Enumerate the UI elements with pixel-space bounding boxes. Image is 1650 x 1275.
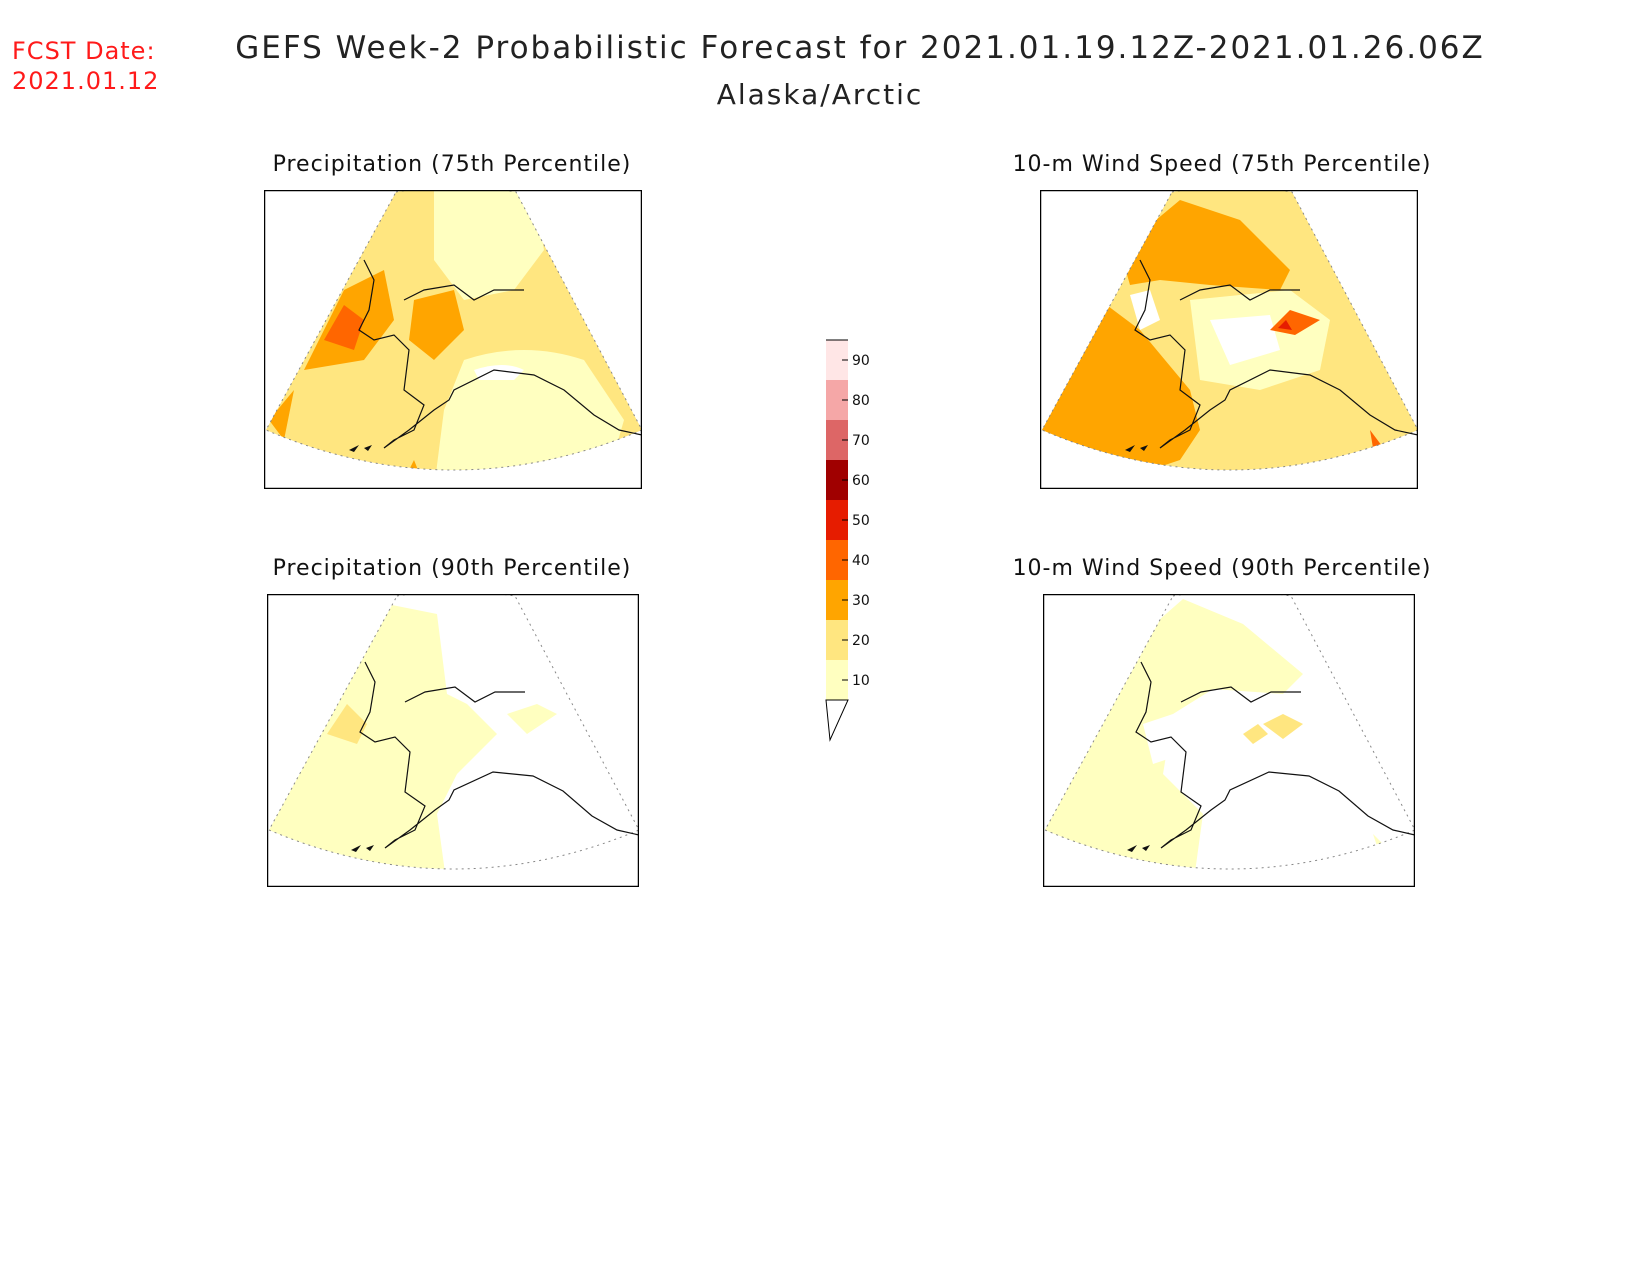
legend-tick-label: 20 <box>852 633 870 649</box>
coastline <box>358 259 642 449</box>
map-precip-75 <box>264 190 642 489</box>
coastline <box>1135 661 1415 849</box>
shade-10-20 <box>1045 599 1303 869</box>
shade-50-60 <box>1278 320 1292 330</box>
legend-swatch <box>826 420 848 460</box>
legend-colorbar: 10 20 30 40 50 60 70 80 90 <box>825 339 870 742</box>
shade-30-40 <box>269 390 294 440</box>
shade-30-40 <box>1120 200 1290 290</box>
panel-title-precip-90: Precipitation (90th Percentile) <box>272 556 632 581</box>
shade-40-50 <box>1270 310 1320 335</box>
legend-swatch <box>826 580 848 620</box>
map-frame <box>1043 594 1415 887</box>
page-title: GEFS Week-2 Probabilistic Forecast for 2… <box>235 30 1485 66</box>
shade-20-30 <box>1263 714 1303 739</box>
shade-below-10 <box>474 365 524 380</box>
map-wind-90 <box>1043 594 1415 887</box>
shade-30-40 <box>409 290 464 360</box>
forecast-date-block: FCST Date: 2021.01.12 <box>12 36 159 96</box>
legend-tick-label: 80 <box>852 393 870 409</box>
map-precip-90 <box>267 594 639 887</box>
shade-10-20 <box>507 704 557 734</box>
shade-10-20 <box>269 604 497 869</box>
shade-below-10 <box>1210 315 1280 365</box>
map-frame <box>267 594 639 887</box>
shade-40-50 <box>324 305 364 350</box>
legend-swatch <box>826 340 848 380</box>
legend-tick-label: 60 <box>852 473 870 489</box>
page-subtitle: Alaska/Arctic <box>716 78 924 111</box>
map-frame <box>264 190 642 489</box>
legend-tick-label: 90 <box>852 353 870 369</box>
legend-tick-label: 10 <box>852 673 870 689</box>
coastline <box>359 661 639 849</box>
shade-20-30 <box>1243 724 1268 744</box>
legend-swatch <box>826 620 848 660</box>
legend-swatch <box>826 380 848 420</box>
legend-swatch <box>826 660 848 700</box>
legend-tick-label: 50 <box>852 513 870 529</box>
legend-tick-label: 40 <box>852 553 870 569</box>
shade-20-30 <box>327 704 367 744</box>
panel-title-precip-75: Precipitation (75th Percentile) <box>272 152 632 177</box>
map-wind-75 <box>1040 190 1418 489</box>
forecast-date-label: FCST Date: <box>12 37 156 65</box>
legend-swatch <box>826 500 848 540</box>
coastline <box>1134 259 1418 449</box>
legend-tick-label: 30 <box>852 593 870 609</box>
shade-10-20 <box>434 190 544 300</box>
forecast-date-value: 2021.01.12 <box>12 67 160 95</box>
legend-swatch <box>826 540 848 580</box>
map-frame <box>1040 190 1418 489</box>
legend-bottom-end <box>825 699 849 742</box>
panel-title-wind-90: 10-m Wind Speed (90th Percentile) <box>1012 556 1432 581</box>
legend-swatch <box>826 460 848 500</box>
panel-title-wind-75: 10-m Wind Speed (75th Percentile) <box>1012 152 1432 177</box>
legend-tick-label: 70 <box>852 433 870 449</box>
